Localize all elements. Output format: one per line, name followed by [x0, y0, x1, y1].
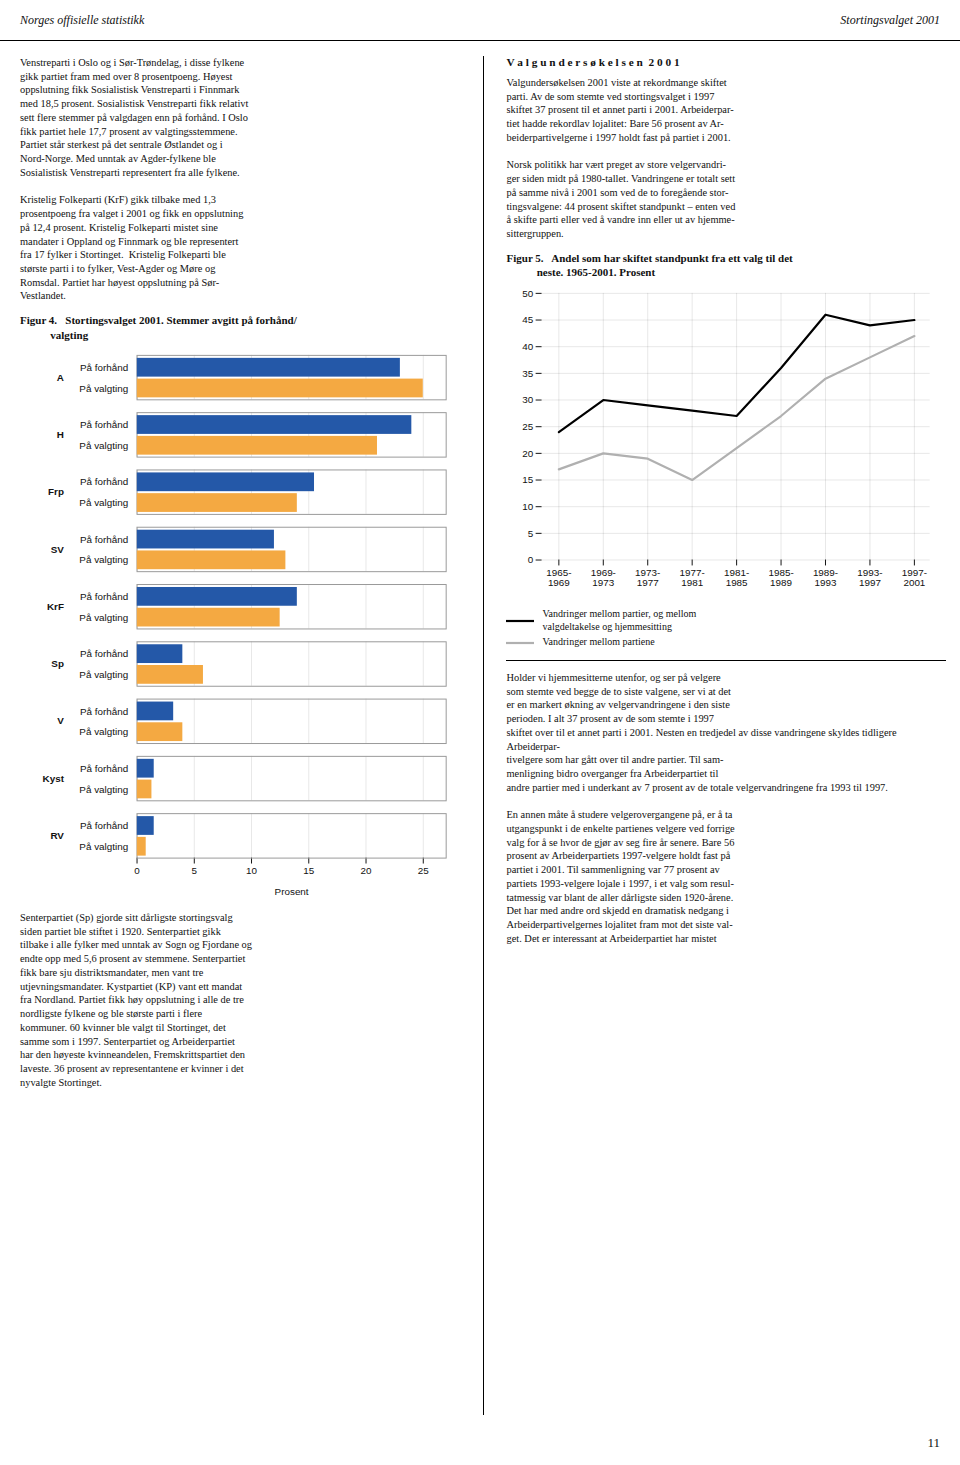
svg-text:1973-1977: 1973-1977: [636, 567, 661, 588]
html-text:Vandringer mellom partier, og: Vandringer mellom partier, og mellom val…: [542, 608, 697, 632]
html-text:Venstreparti i Oslo og i Sør-T: Venstreparti i Oslo og i Sør-Trøndelag, …: [20, 57, 249, 302]
svg-text:RV: RV: [50, 830, 64, 841]
svg-text:40: 40: [523, 341, 534, 352]
svg-text:Kyst: Kyst: [43, 773, 65, 784]
svg-text:På forhånd: På forhånd: [80, 763, 128, 774]
svg-text:A: A: [57, 372, 64, 383]
html-text:11: 11: [927, 1435, 940, 1450]
svg-text:10: 10: [246, 865, 257, 876]
svg-text:På forhånd: På forhånd: [80, 705, 128, 716]
svg-text:1989-1993: 1989-1993: [813, 567, 838, 588]
svg-text:1985-1989: 1985-1989: [769, 567, 794, 588]
html-text:Norges offisielle statistikk: Norges offisielle statistikk: [20, 12, 145, 27]
svg-text:50: 50: [523, 288, 534, 299]
svg-text:På valgting: På valgting: [79, 612, 128, 623]
svg-text:På valgting: På valgting: [79, 726, 128, 737]
html-text:Senterpartiet (Sp) gjorde sitt: Senterpartiet (Sp) gjorde sitt dårligste…: [20, 911, 252, 1088]
svg-text:20: 20: [361, 865, 372, 876]
html-text:Stortingsvalget 2001: Stortingsvalget 2001: [840, 12, 940, 27]
svg-text:På forhånd: På forhånd: [80, 362, 128, 373]
svg-text:15: 15: [523, 475, 534, 486]
svg-text:1997-2001: 1997-2001: [902, 567, 927, 588]
html-text:Figur 4. Stortingsvalget 2001.: Figur 4. Stortingsvalget 2001. Stemmer a…: [20, 314, 297, 341]
svg-text:På forhånd: På forhånd: [80, 419, 128, 430]
svg-text:0: 0: [134, 865, 140, 876]
svg-text:På forhånd: På forhånd: [80, 820, 128, 831]
svg-text:0: 0: [528, 555, 534, 566]
svg-text:1977-1981: 1977-1981: [680, 567, 705, 588]
svg-text:Prosent: Prosent: [275, 885, 309, 896]
svg-text:20: 20: [523, 448, 534, 459]
svg-text:5: 5: [528, 528, 534, 539]
svg-text:SV: SV: [51, 543, 65, 554]
svg-text:På valgting: På valgting: [79, 554, 128, 565]
svg-text:KrF: KrF: [47, 601, 64, 612]
html-text:Valgundersøkelsen 2001 viste a: Valgundersøkelsen 2001 viste at rekordma…: [506, 77, 736, 240]
svg-text:Frp: Frp: [48, 486, 64, 497]
svg-text:35: 35: [523, 368, 534, 379]
svg-text:15: 15: [303, 865, 314, 876]
svg-text:1981-1985: 1981-1985: [724, 567, 749, 588]
html-text:Vandringer mellom partiene: Vandringer mellom partiene: [542, 636, 655, 648]
svg-text:45: 45: [523, 315, 534, 326]
svg-text:Sp: Sp: [51, 658, 64, 669]
svg-text:H: H: [57, 429, 64, 440]
svg-text:25: 25: [523, 421, 534, 432]
svg-text:5: 5: [192, 865, 198, 876]
svg-text:25: 25: [418, 865, 429, 876]
html-text:Holder vi hjemmesitterne utenf: Holder vi hjemmesitterne utenfor, og ser…: [506, 671, 899, 944]
svg-text:På forhånd: På forhånd: [80, 648, 128, 659]
svg-text:V: V: [57, 715, 64, 726]
html-text:V a l g u n d e r s ø k e l s: V a l g u n d e r s ø k e l s e n 2 0 0 …: [506, 56, 680, 68]
svg-text:På valgting: På valgting: [79, 841, 128, 852]
svg-text:30: 30: [523, 395, 534, 406]
svg-text:På forhånd: På forhånd: [80, 591, 128, 602]
svg-text:1993-1997: 1993-1997: [858, 567, 883, 588]
svg-text:På valgting: På valgting: [79, 783, 128, 794]
svg-text:På valgting: På valgting: [79, 497, 128, 508]
svg-text:1969-1973: 1969-1973: [591, 567, 616, 588]
svg-text:På valgting: På valgting: [79, 382, 128, 393]
svg-text:På valgting: På valgting: [79, 440, 128, 451]
svg-text:På forhånd: På forhånd: [80, 534, 128, 545]
svg-text:På forhånd: På forhånd: [80, 476, 128, 487]
svg-text:10: 10: [523, 501, 534, 512]
svg-text:På valgting: På valgting: [79, 669, 128, 680]
html-text:Figur 5. Andel som har skiftet: Figur 5. Andel som har skiftet standpunk…: [506, 251, 793, 279]
svg-text:1965-1969: 1965-1969: [547, 567, 572, 588]
